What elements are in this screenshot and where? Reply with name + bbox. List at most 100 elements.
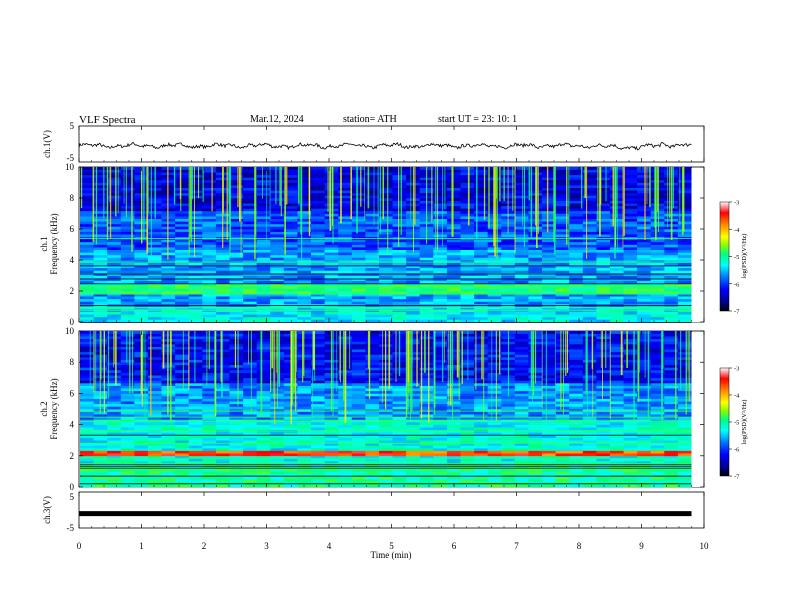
- spectrogram-cell: [419, 270, 434, 274]
- spectrogram-cell: [93, 221, 108, 225]
- spectrogram-cell: [243, 239, 258, 243]
- spectrogram-cell: [446, 247, 461, 250]
- spectrogram-cell: [650, 435, 665, 438]
- spectrogram-cell: [433, 380, 448, 384]
- spectrogram-cell: [433, 306, 448, 310]
- spectrogram-cell: [650, 468, 665, 472]
- spectrogram-cell: [582, 474, 597, 477]
- spectrogram-cell: [637, 213, 652, 217]
- spectrogram-cell: [338, 278, 353, 281]
- spectrogram-cell: [175, 218, 190, 222]
- spectrogram-cell: [528, 437, 543, 441]
- spectrogram-cell: [677, 476, 692, 480]
- spectrogram-cell: [324, 479, 339, 483]
- sferic-streak: [413, 167, 414, 253]
- spectrogram-cell: [107, 455, 122, 459]
- spectrogram-cell: [80, 314, 95, 318]
- sferic-streak: [667, 167, 668, 228]
- spectrogram-cell: [650, 474, 665, 477]
- spectrogram-cell: [297, 254, 312, 258]
- spectrogram-cell: [229, 301, 244, 305]
- spectrogram-cell: [433, 383, 448, 386]
- spectrogram-cell: [283, 208, 298, 212]
- spectrogram-cell: [215, 432, 230, 436]
- spectrogram-cell: [487, 383, 502, 386]
- spectrogram-cell: [229, 296, 244, 300]
- spectrogram-cell: [664, 252, 679, 256]
- spectrogram-cell: [324, 205, 339, 209]
- spectrogram-cell: [596, 285, 611, 289]
- spectrogram-cell: [637, 167, 652, 170]
- spectrogram-cell: [623, 370, 638, 373]
- spectrogram-cell: [351, 301, 366, 305]
- spectrogram-cell: [188, 453, 203, 457]
- spectrogram-cell: [474, 226, 489, 230]
- spectrogram-cell: [406, 448, 421, 451]
- spectrogram-cell: [460, 267, 475, 271]
- spectrogram-cell: [338, 208, 353, 212]
- spectrogram-cell: [392, 218, 407, 222]
- spectrogram-cell: [474, 484, 489, 488]
- spectrogram-cell: [202, 377, 217, 381]
- spectrogram-cell: [582, 414, 597, 418]
- spectrogram-cell: [351, 223, 366, 227]
- spectrogram-cell: [338, 466, 353, 470]
- spectrogram-cell: [555, 370, 570, 373]
- spectrogram-cell: [596, 185, 611, 188]
- spectrogram-cell: [324, 481, 339, 485]
- spectrogram-cell: [175, 458, 190, 462]
- spectrogram-cell: [283, 218, 298, 222]
- spectrogram-cell: [311, 314, 326, 318]
- spectrogram-cell: [188, 234, 203, 238]
- spectrogram-cell: [637, 252, 652, 256]
- spectrogram-cell: [542, 450, 557, 454]
- spectrogram-cell: [474, 177, 489, 181]
- spectrogram-cell: [351, 167, 366, 170]
- spectrogram-cell: [351, 291, 366, 294]
- spectrogram-cell: [229, 291, 244, 294]
- spectrogram-cell: [107, 190, 122, 194]
- spectrogram-cell: [175, 370, 190, 373]
- spectrogram-line: [80, 278, 692, 280]
- spectrogram-cell: [555, 435, 570, 438]
- spectrogram-cell: [283, 216, 298, 219]
- spectrogram-cell: [460, 270, 475, 274]
- spectrogram-cell: [120, 484, 135, 488]
- sferic-streak: [95, 167, 98, 245]
- spectrogram-cell: [487, 445, 502, 449]
- spectrogram-cell: [202, 278, 217, 281]
- spectrogram-cell: [460, 468, 475, 472]
- spectrogram-cell: [120, 411, 135, 415]
- spectrogram-cell: [474, 278, 489, 281]
- spectrogram-cell: [406, 306, 421, 310]
- spectrogram-cell: [120, 288, 135, 292]
- spectrogram-cell: [528, 476, 543, 480]
- spectrogram-cell: [528, 411, 543, 415]
- spectrogram-cell: [460, 244, 475, 248]
- spectrogram-cell: [623, 291, 638, 294]
- spectrogram-cell: [514, 216, 529, 219]
- spectrogram-cell: [365, 427, 380, 431]
- spectrogram-cell: [474, 448, 489, 451]
- spectrogram-cell: [650, 221, 665, 225]
- spectrogram-cell: [582, 187, 597, 191]
- spectrogram-cell: [175, 409, 190, 412]
- spectrogram-cell: [460, 280, 475, 284]
- spectrogram-cell: [107, 463, 122, 467]
- spectrogram-cell: [270, 414, 285, 418]
- spectrogram-cell: [243, 406, 258, 410]
- spectrogram-cell: [406, 388, 421, 392]
- spectrogram-cell: [664, 401, 679, 405]
- spectrogram-cell: [596, 262, 611, 266]
- spectrogram-cell: [474, 275, 489, 279]
- spectrogram-cell: [120, 372, 135, 376]
- spectrogram-cell: [419, 254, 434, 258]
- spectrogram-cell: [311, 267, 326, 271]
- spectrogram-cell: [419, 461, 434, 464]
- spectrogram-cell: [623, 283, 638, 287]
- spectrogram-cell: [433, 267, 448, 271]
- spectrogram-cell: [147, 424, 162, 428]
- spectrogram-cell: [365, 179, 380, 183]
- spectrogram-cell: [528, 288, 543, 292]
- sferic-streak: [442, 167, 443, 247]
